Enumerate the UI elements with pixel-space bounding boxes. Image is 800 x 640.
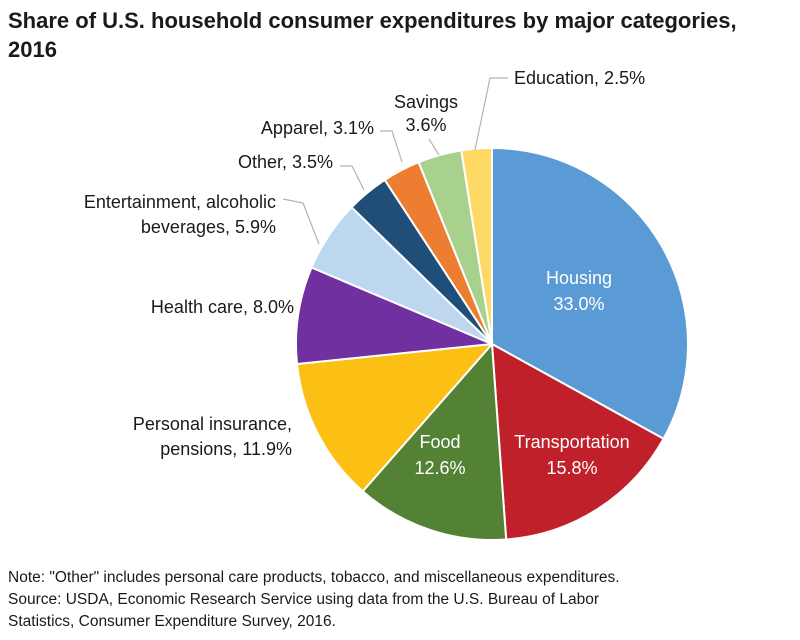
slice-label-line: Health care, 8.0% [151,297,294,317]
slice-label-personal-insurance-pensions: Personal insurance, pensions, 11.9% [133,414,292,459]
slice-label-line: beverages, 5.9% [141,217,276,237]
chart-title-line-1: Share of U.S. household consumer expendi… [8,8,737,33]
slice-label-line: Savings [394,92,458,112]
slice-label-line: Apparel, 3.1% [261,118,374,138]
slice-label-line: Education, 2.5% [514,68,645,88]
slice-label-other: Other, 3.5% [238,152,333,172]
leader-line-savings [428,138,440,156]
slice-label-line: pensions, 11.9% [160,439,292,459]
chart-footer: Note: "Other" includes personal care pro… [8,567,798,633]
pie-slice-health-care [295,266,493,365]
slice-label-health-care: Health care, 8.0% [151,297,294,317]
leader-lines [282,77,508,245]
pie-slice-housing [491,147,689,440]
footer-source-line-2: Statistics, Consumer Expenditure Survey,… [8,613,336,630]
slice-label-line: Transportation [514,432,629,452]
leader-line-education [474,77,508,151]
leader-line-entertainment-alcoholic-beverages [282,198,320,245]
slice-label-housing: Housing 33.0% [546,268,612,314]
slice-label-food: Food 12.6% [414,432,465,478]
slice-label-line: Entertainment, alcoholic [84,192,276,212]
chart-title-line-2: 2016 [8,37,57,62]
footer-source-line-1: Source: USDA, Economic Research Service … [8,591,600,608]
footer-note: Note: "Other" includes personal care pro… [8,569,620,586]
slice-label-line: 12.6% [414,458,465,478]
slice-label-line: Other, 3.5% [238,152,333,172]
slice-label-line: 3.6% [405,115,446,135]
pie-slice-food [361,343,508,541]
slice-label-line: Housing [546,268,612,288]
leader-line-other [340,165,365,191]
chart-title: Share of U.S. household consumer expendi… [8,6,792,64]
pie-slice-transportation [491,343,665,541]
slice-label-transportation: Transportation 15.8% [514,432,629,478]
pie-slice-education [460,147,493,345]
pie-slices [295,147,689,541]
slice-label-entertainment-alcoholic-beverages: Entertainment, alcoholic beverages, 5.9% [84,192,276,237]
slice-label-line: Personal insurance, [133,414,292,434]
slice-label-education: Education, 2.5% [514,68,645,88]
pie-slice-personal-insurance-pensions [296,343,493,493]
leader-line-apparel [380,130,403,163]
slice-label-line: 15.8% [546,458,597,478]
slice-label-savings: Savings 3.6% [394,92,458,135]
slice-label-apparel: Apparel, 3.1% [261,118,374,138]
slice-label-line: 33.0% [553,294,604,314]
slice-labels: Housing 33.0% Transportation 15.8% Food 12.6%… [84,68,645,478]
slice-label-line: Food [419,432,460,452]
